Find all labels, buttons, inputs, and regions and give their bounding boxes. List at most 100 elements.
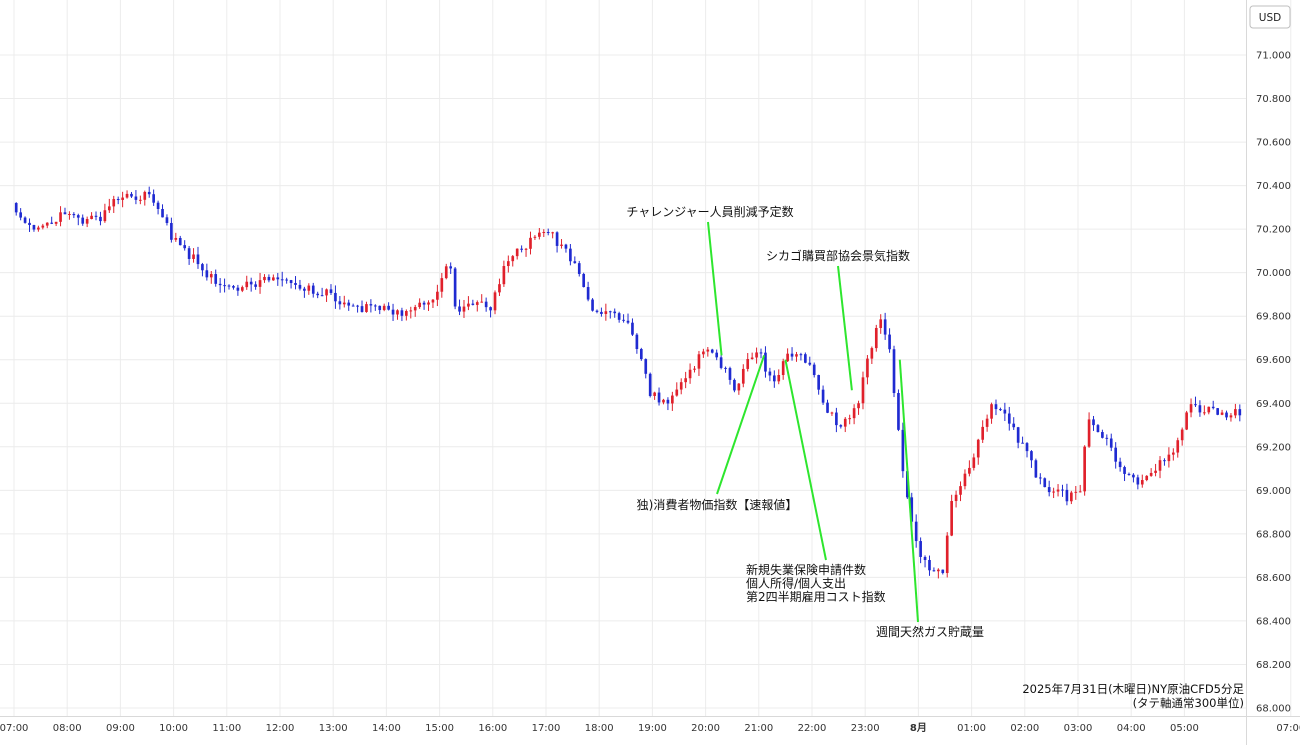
candle-body [839, 425, 843, 427]
candle [542, 229, 546, 238]
candle [1118, 457, 1122, 472]
candle [387, 302, 390, 311]
annotation-label: 週間天然ガス貯蔵量 [876, 624, 984, 639]
candle [1163, 458, 1166, 466]
candle [440, 272, 444, 298]
candle-body [387, 305, 390, 310]
candle [192, 248, 195, 263]
candle [706, 347, 710, 357]
candle-body [945, 535, 949, 574]
candle-body [37, 227, 40, 230]
candle [90, 212, 93, 220]
candle [546, 228, 550, 236]
candle [413, 304, 417, 317]
candle [675, 382, 679, 397]
candle [968, 460, 971, 477]
candle [529, 231, 532, 255]
x-tick-label: 02:00 [1010, 723, 1039, 734]
candle [444, 263, 448, 280]
candle [1127, 472, 1131, 476]
candle [1189, 398, 1193, 418]
candle [1065, 483, 1069, 506]
candle-body [152, 194, 155, 203]
candle-body [125, 193, 129, 198]
candle [560, 239, 563, 249]
candle-body [538, 232, 541, 237]
candle-body [236, 287, 240, 291]
candle [985, 414, 989, 432]
candle [170, 217, 173, 243]
candle-body [347, 302, 351, 306]
candle [1007, 406, 1011, 431]
candle [582, 272, 586, 288]
candle-body [205, 270, 209, 278]
currency-badge[interactable]: USD [1249, 5, 1291, 29]
candle-body [382, 305, 386, 311]
candle-body [772, 375, 776, 382]
candle [391, 303, 395, 322]
y-tick-label: 68.000 [1256, 704, 1291, 715]
candle [232, 284, 235, 290]
candle-body [546, 232, 550, 234]
candle [1025, 442, 1029, 458]
candle [1225, 410, 1228, 421]
candle-body [41, 225, 45, 228]
candle [502, 260, 506, 287]
candle [821, 385, 825, 405]
candle [227, 284, 231, 290]
candle-body [533, 236, 537, 238]
candle-body [444, 266, 448, 279]
candle-body [1180, 429, 1184, 441]
candle [608, 310, 612, 319]
candle-body [1012, 423, 1016, 428]
candle-body [405, 311, 408, 316]
candle [626, 313, 630, 325]
candle-body [263, 276, 266, 281]
candle [520, 245, 523, 253]
candle-body [861, 377, 865, 404]
candle-body [941, 569, 945, 574]
candle [741, 364, 745, 388]
candle-body [582, 273, 586, 288]
annotation-label: 独)消費者物価指数【速報値】 [637, 497, 798, 512]
candle-body [635, 334, 639, 350]
candle-body [679, 382, 683, 390]
candle-body [139, 199, 142, 201]
candle-body [373, 305, 377, 307]
candle-body [116, 199, 120, 201]
candle [436, 284, 439, 307]
candle [750, 352, 754, 360]
candle [276, 272, 280, 286]
candle [830, 411, 834, 416]
candle [134, 190, 138, 205]
candle [28, 218, 31, 232]
candle [874, 324, 878, 352]
candle [653, 391, 656, 400]
candle [972, 453, 976, 471]
candle-body [356, 305, 359, 307]
candle [1207, 406, 1211, 415]
candle [976, 438, 980, 465]
y-tick-label: 70.000 [1256, 268, 1291, 279]
x-tick-label: 07:00 [1276, 723, 1300, 734]
candle-body [835, 412, 838, 426]
candle [289, 279, 293, 289]
candle-body [249, 281, 253, 285]
candle [462, 299, 466, 318]
candle [338, 295, 342, 310]
x-tick-label: 15:00 [425, 723, 454, 734]
y-tick-label: 69.200 [1256, 442, 1291, 453]
candle [772, 370, 776, 388]
candle [715, 349, 719, 361]
candle [45, 222, 49, 229]
candle-body [1203, 412, 1206, 414]
candle [684, 371, 687, 389]
candle [201, 262, 204, 277]
candle [1052, 487, 1055, 499]
candle [963, 469, 967, 490]
candle [1176, 437, 1180, 458]
candle [662, 398, 665, 405]
candle-body [1198, 405, 1202, 413]
candle-body [542, 232, 546, 234]
